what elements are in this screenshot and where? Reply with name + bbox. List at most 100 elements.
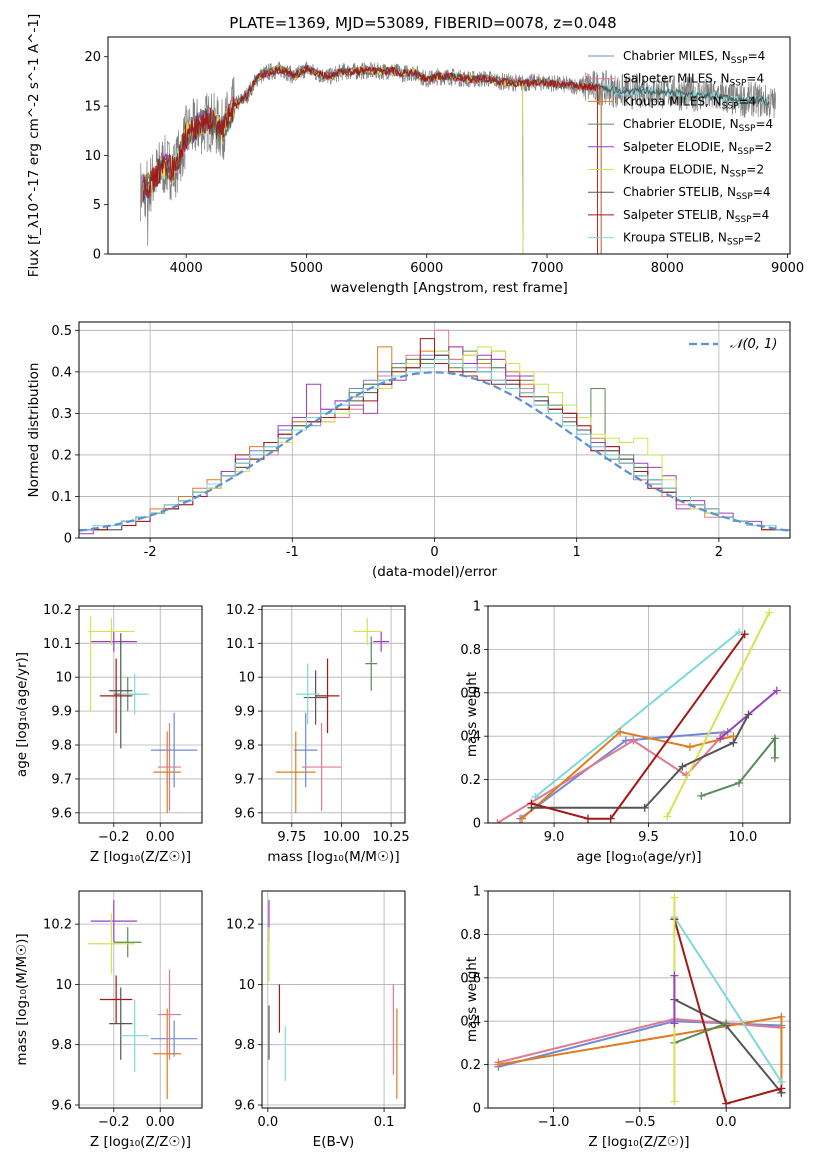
spectrum-panel: 4000 5000 6000 7000 8000 9000 0 5 10 15 20 waveleng…: [26, 14, 804, 296]
x-axis-label: (data-model)/error: [372, 564, 498, 580]
y-tick-label: 9.8: [51, 739, 72, 754]
y-tick-label: 10.2: [226, 918, 255, 933]
histogram-steps: [79, 329, 790, 538]
x-tick-label: 5000: [290, 261, 323, 276]
plus-marker: [494, 1060, 503, 1069]
x-tick-label: 6000: [410, 261, 443, 276]
y-tick-label: 10: [55, 978, 72, 993]
x-tick-label: 9.75: [277, 830, 306, 845]
x-tick-label: −0.5: [624, 1115, 656, 1130]
model-spectrum-line: [142, 63, 770, 203]
x-tick-label: 10.0: [728, 830, 757, 845]
series-lines: [494, 893, 786, 1108]
x-tick-label: 10.00: [323, 830, 360, 845]
y-tick-label: 0.3: [51, 407, 72, 422]
histogram-step-line: [79, 358, 790, 538]
plus-marker: [670, 1097, 679, 1106]
y-tick-label: 0: [473, 817, 481, 832]
y-tick-label: 10.2: [43, 603, 72, 618]
x-axis-label: mass [log₁₀(M/M☉)]: [267, 849, 399, 865]
legend-subscript: SSP: [737, 147, 754, 157]
y-tick-label: 9.6: [234, 1098, 255, 1113]
error-bar-point: [88, 617, 135, 645]
plus-marker: [770, 734, 779, 743]
error-bar-point: [99, 975, 133, 1024]
plot-frame: [487, 890, 791, 1109]
legend-label: Chabrier STELIB, NSSP=4: [623, 185, 771, 202]
legend: 𝒩(0, 1): [689, 337, 777, 352]
series-line: [700, 735, 776, 797]
x-tick-label: 9000: [771, 261, 804, 276]
grid-lines: [79, 891, 202, 1108]
y-tick-label: 9.7: [234, 772, 255, 787]
error-bar-point: [157, 722, 182, 812]
plot-frame: [487, 605, 791, 824]
weight-vs-age-panel: 9.0 9.5 10.0 0 0.2 0.4 0.6 0.8 1 age [log₁₀(age/y…: [460, 600, 791, 865]
plus-marker: [527, 799, 536, 808]
error-bar-point: [293, 712, 318, 788]
y-tick-label: 1: [473, 885, 481, 900]
legend-label: Kroupa ELODIE, NSSP=2: [623, 163, 764, 180]
error-bar-point: [365, 636, 378, 691]
series-line: [531, 633, 746, 820]
model-spectrum-line: [142, 63, 602, 254]
y-tick-label: 0.2: [460, 1058, 481, 1073]
plus-marker: [770, 753, 779, 762]
plus-marker: [670, 1019, 679, 1028]
x-axis-label: age [log₁₀(age/yr)]: [576, 849, 701, 865]
model-spectrum-line: [142, 65, 770, 203]
chart-title: PLATE=1369, MJD=53089, FIBERID=0078, z=0…: [229, 14, 616, 32]
error-bar-point: [373, 631, 390, 652]
residual-histogram-panel: -2 -1 0 1 2 0 0.1 0.2 0.3 0.4 0.5 (data-model)/erro…: [26, 321, 791, 580]
x-tick-label: −0.2: [98, 830, 130, 845]
legend-subscript: SSP: [730, 79, 747, 89]
plus-marker: [772, 686, 781, 695]
y-axis-label: age [log₁₀(age/yr)]: [14, 652, 30, 777]
plus-marker: [616, 727, 625, 736]
error-bar-point: [99, 658, 133, 734]
legend-subscript: SSP: [722, 101, 739, 111]
plus-marker: [670, 971, 679, 980]
age-vs-mass-panel: 9.75 10.00 10.25 9.6 9.7 9.8 9.9 10 10.1 10.2 mass…: [226, 603, 410, 865]
error-bar-point: [153, 731, 182, 813]
y-tick-label: 0.2: [51, 448, 72, 463]
legend-label: Chabrier ELODIE, NSSP=4: [623, 117, 773, 134]
error-bars: [275, 617, 390, 813]
y-tick-label: 0: [64, 532, 72, 547]
error-bars: [88, 616, 198, 813]
grid-lines: [488, 890, 790, 1109]
legend-subscript: SSP: [727, 238, 744, 248]
series-line: [531, 714, 750, 809]
y-tick-label: 0.6: [460, 971, 481, 986]
y-tick-label: 0.8: [460, 928, 481, 943]
x-tick-label: 0.00: [146, 830, 175, 845]
y-tick-label: 20: [84, 50, 101, 65]
y-tick-label: 0.5: [51, 324, 72, 339]
model-spectrum-line: [142, 64, 524, 254]
x-axis-label: Z [log₁₀(Z/Z☉)]: [90, 1134, 191, 1150]
mass-vs-ebv-panel: 0.0 0.1 9.6 9.8 10 10.2 E(B-V): [226, 890, 406, 1150]
x-tick-label: 8000: [651, 261, 684, 276]
legend-suffix: =4: [746, 72, 764, 86]
legend-label: Kroupa STELIB, NSSP=2: [623, 231, 761, 248]
y-tick-label: 9.8: [234, 739, 255, 754]
x-tick-label: 9.0: [544, 830, 565, 845]
y-tick-label: 9.7: [51, 772, 72, 787]
error-bar-point: [90, 900, 138, 943]
error-bar-point: [150, 712, 198, 788]
mass-vs-metallicity-panel: −0.2 0.00 9.6 9.8 10 10.2 Z [log₁₀(Z/Z☉)] mass …: [14, 890, 203, 1150]
plus-marker: [640, 803, 649, 812]
y-tick-label: 9.9: [51, 705, 72, 720]
series-line: [674, 1022, 727, 1044]
legend-suffix: =2: [746, 163, 764, 177]
plot-frame: [261, 890, 406, 1109]
error-bar-point: [275, 731, 316, 813]
legend-subscript: SSP: [739, 124, 756, 134]
error-bar-point: [88, 913, 135, 974]
legend: Chabrier MILES, NSSP=4 Salpeter MILES, NS…: [588, 49, 773, 248]
y-tick-label: 0.8: [460, 643, 481, 658]
gaussian-curve: [79, 371, 790, 532]
x-axis-label: Z [log₁₀(Z/Z☉)]: [588, 1134, 689, 1150]
error-bar-point: [113, 927, 142, 958]
